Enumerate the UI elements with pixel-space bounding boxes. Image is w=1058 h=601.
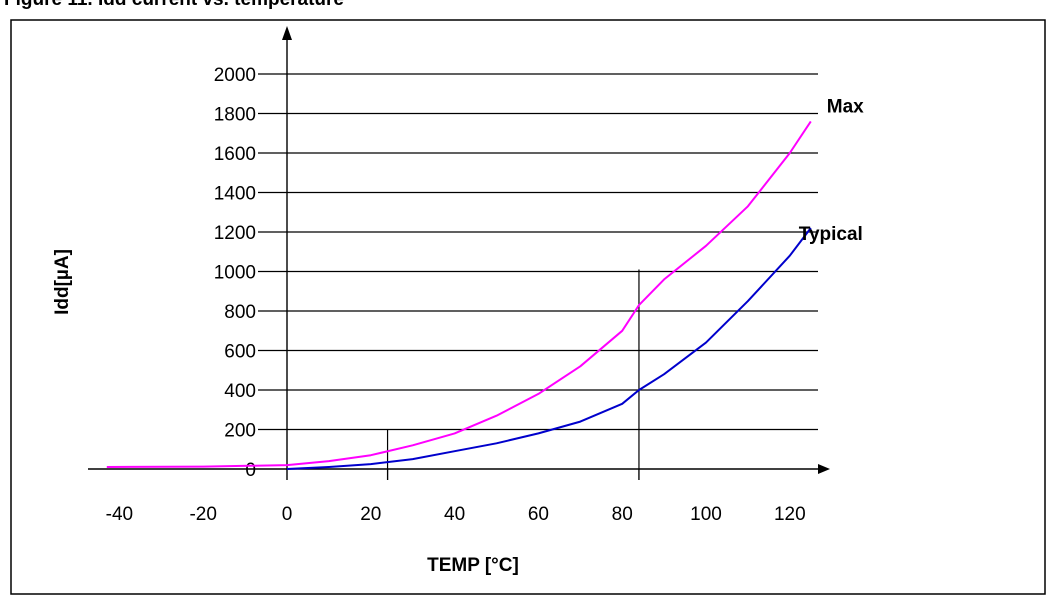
series-line-typical xyxy=(286,227,812,470)
x-tick-label: 80 xyxy=(612,504,633,525)
x-axis-arrow xyxy=(818,464,830,474)
x-tick-label: 20 xyxy=(360,504,381,525)
axes xyxy=(88,26,830,480)
tick-labels: 0200400600800100012001400160018002000-40… xyxy=(106,65,806,525)
y-tick-label: 1000 xyxy=(214,263,256,284)
y-tick-label: 600 xyxy=(224,342,256,363)
series-lines xyxy=(106,120,812,470)
y-axis-arrow xyxy=(282,26,292,40)
y-tick-label: 1800 xyxy=(214,105,256,126)
x-tick-label: 100 xyxy=(690,504,722,525)
y-tick-label: 0 xyxy=(245,460,256,481)
y-tick-label: 200 xyxy=(224,421,256,442)
x-tick-label: 120 xyxy=(774,504,806,525)
y-tick-label: 1200 xyxy=(214,223,256,244)
x-tick-label: 60 xyxy=(528,504,549,525)
series-label-typical: Typical xyxy=(799,224,863,245)
y-axis-title: Idd[µA] xyxy=(52,249,73,315)
series-label-max: Max xyxy=(827,96,864,117)
series-labels: Max Typical xyxy=(799,96,864,245)
y-tick-label: 800 xyxy=(224,302,256,323)
y-tick-label: 400 xyxy=(224,381,256,402)
figure-caption: Figure 11. Idd current vs. temperature xyxy=(4,0,344,10)
y-tick-label: 2000 xyxy=(214,65,256,86)
figure-border xyxy=(10,19,1046,595)
y-tick-label: 1400 xyxy=(214,184,256,205)
x-tick-label: -40 xyxy=(106,504,133,525)
grid-lines xyxy=(258,73,818,431)
x-axis-title: TEMP [°C] xyxy=(427,555,519,576)
x-tick-label: 0 xyxy=(282,504,293,525)
x-tick-label: -20 xyxy=(189,504,216,525)
x-tick-label: 40 xyxy=(444,504,465,525)
series-line-max xyxy=(106,120,812,468)
reference-lines xyxy=(386,269,640,480)
y-tick-label: 1600 xyxy=(214,144,256,165)
